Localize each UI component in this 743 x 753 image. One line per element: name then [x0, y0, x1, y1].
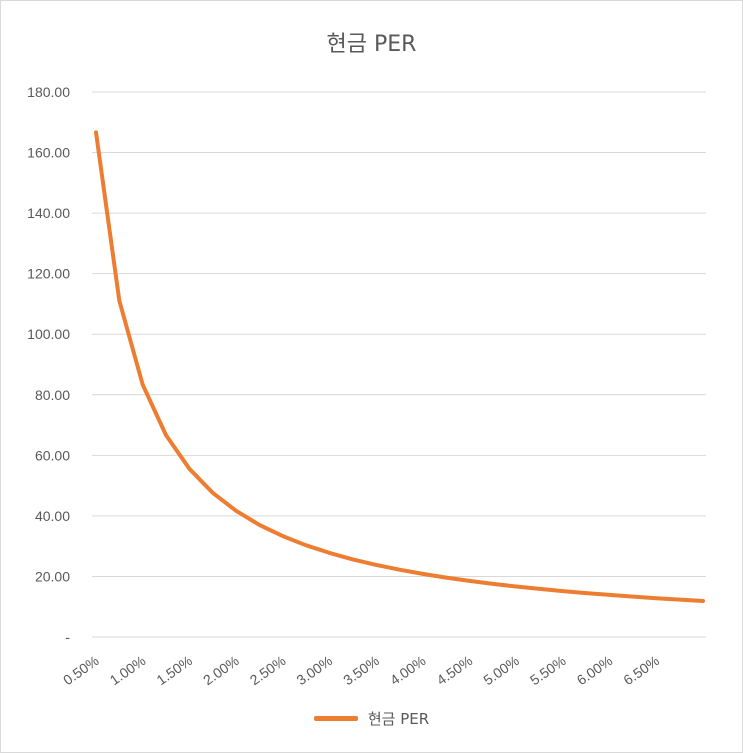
y-tick-label: 120.00 — [27, 266, 70, 282]
legend-swatch — [313, 716, 358, 721]
y-tick-label: - — [65, 629, 70, 645]
chart-title: 현금 PER — [326, 32, 417, 57]
x-tick-label: 3.00% — [293, 652, 335, 688]
x-tick-label: 6.00% — [574, 652, 616, 688]
x-tick-label: 1.00% — [107, 652, 149, 688]
gridlines — [92, 91, 706, 638]
y-tick-label: 20.00 — [35, 568, 70, 584]
y-tick-label: 100.00 — [27, 326, 70, 342]
x-tick-label: 3.50% — [340, 652, 382, 688]
series-layer — [94, 130, 705, 603]
y-axis-ticks: - 20.00 40.00 60.00 80.00 100.00 120.00 140.00 1… — [27, 84, 70, 645]
series-line — [94, 130, 705, 603]
x-axis-ticks: 0.50% 1.00% 1.50% 2.00% 2.50% 3.00% 3.50% 4.00%… — [60, 652, 662, 688]
legend: 현금 PER — [0, 708, 743, 729]
y-tick-label: 180.00 — [27, 84, 70, 100]
y-tick-label: 60.00 — [35, 447, 70, 463]
x-tick-label: 5.00% — [480, 652, 522, 688]
x-tick-label: 5.50% — [527, 652, 569, 688]
x-tick-label: 2.50% — [247, 652, 289, 688]
x-tick-label: 6.50% — [620, 652, 662, 688]
x-tick-label: 1.50% — [153, 652, 195, 688]
y-tick-label: 40.00 — [35, 508, 70, 524]
legend-label: 현금 PER — [367, 710, 430, 728]
y-tick-label: 140.00 — [27, 205, 70, 221]
x-tick-label: 4.50% — [434, 652, 476, 688]
y-tick-label: 160.00 — [27, 145, 70, 161]
x-tick-label: 0.50% — [60, 652, 102, 688]
x-tick-label: 4.00% — [387, 652, 429, 688]
x-tick-label: 2.00% — [200, 652, 242, 688]
y-tick-label: 80.00 — [35, 387, 70, 403]
